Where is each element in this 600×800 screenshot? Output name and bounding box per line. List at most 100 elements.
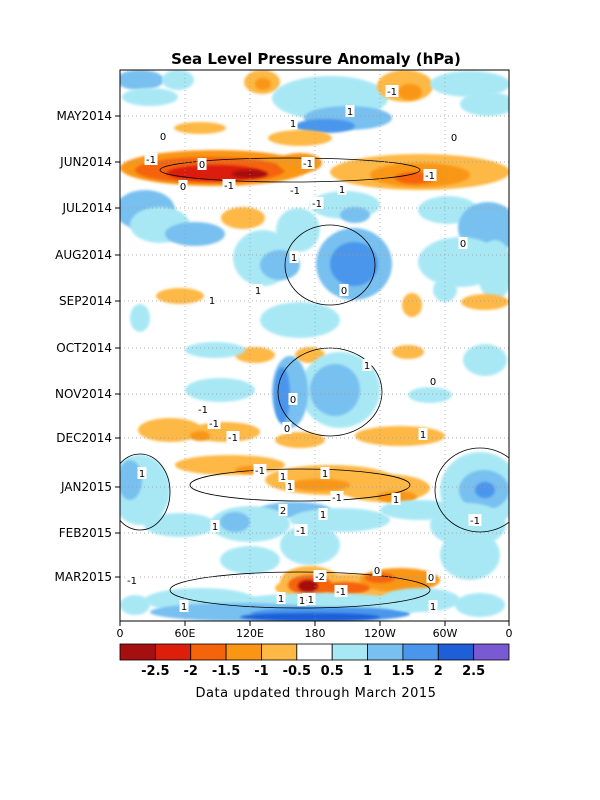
colorbar-label: -2 <box>184 664 198 679</box>
y-tick-label: MAR2015 <box>55 570 112 584</box>
contour-label: 1 <box>278 594 284 605</box>
contour-label-bg <box>320 467 330 479</box>
contour-label-bg <box>210 520 220 532</box>
y-tick-label: FEB2015 <box>59 526 112 540</box>
contour-label-bg <box>226 431 240 443</box>
anomaly-patch <box>408 387 452 403</box>
colorbar-swatch <box>437 643 475 661</box>
anomaly-patch <box>185 342 245 358</box>
contour-line <box>284 224 376 306</box>
contour-label-bg <box>294 524 308 536</box>
contour-label: 1 <box>212 522 218 533</box>
contour-label: 1 <box>420 430 426 441</box>
contour-label-bg <box>289 251 299 263</box>
data-update-note: Data updated through March 2015 <box>196 686 437 701</box>
contour-label: 1 <box>393 495 399 506</box>
anomaly-patch <box>355 426 445 446</box>
contour-label-bg <box>222 179 236 191</box>
anomaly-patch <box>340 207 370 223</box>
colorbar-labels: -2.5 -2 -1.5 -1 -0.5 0.5 1 1.5 2 2.5 <box>141 664 485 679</box>
contour-label: 1 <box>322 469 328 480</box>
contour-label-bg <box>297 594 307 606</box>
contour-label: 1 <box>280 472 286 483</box>
contour-label-bg <box>458 237 468 249</box>
contour-label: -1 <box>296 526 306 537</box>
contour-label: 0 <box>290 395 296 406</box>
contour-line <box>120 453 171 531</box>
x-tick-label: 0 <box>506 627 513 640</box>
contour-label: -1 <box>198 405 208 416</box>
contour-label: 1 <box>181 602 187 613</box>
anomaly-patch <box>330 242 378 286</box>
colorbar-label: 2.5 <box>462 664 485 679</box>
anomaly-patch <box>122 88 178 106</box>
contour-label-bg <box>278 470 288 482</box>
contour-label: 1 <box>255 286 261 297</box>
anomaly-patch <box>240 613 380 621</box>
grid-lines <box>120 70 509 621</box>
contour-label: -1 <box>470 516 480 527</box>
anomaly-patch <box>398 84 422 100</box>
anomaly-patch <box>460 92 509 116</box>
contour-label-bg <box>196 403 210 415</box>
contour-label: 0 <box>451 133 457 144</box>
y-tick-label: NOV2014 <box>55 387 112 401</box>
contour-label: 1 <box>347 107 353 118</box>
x-tick-label: 120E <box>236 627 264 640</box>
y-tick-label: MAY2014 <box>57 109 113 123</box>
colorbar-swatch <box>119 643 156 661</box>
x-axis-ticks: 0 60E 120E 180 120W 60W 0 <box>117 621 513 640</box>
anomaly-patch <box>144 513 216 537</box>
contour-label-bg <box>158 130 168 142</box>
anomaly-patch <box>162 70 194 90</box>
contour-label: 0 <box>374 566 380 577</box>
contour-label-bg <box>428 375 438 387</box>
anomaly-patch <box>120 460 142 500</box>
contour-label: 1 <box>287 482 293 493</box>
contour-label-bg <box>362 359 372 371</box>
contour-label-bg <box>345 105 355 117</box>
contour-label-bg <box>391 493 401 505</box>
anomaly-patch <box>185 378 255 402</box>
colorbar-swatch <box>402 643 439 661</box>
anomaly-patch <box>268 130 332 146</box>
anomaly-patch <box>310 364 360 416</box>
colorbar-label: -0.5 <box>283 664 311 679</box>
x-tick-label: 120W <box>364 627 396 640</box>
anomaly-patch <box>130 304 150 332</box>
contour-label-bg <box>282 422 292 434</box>
anomaly-patch <box>190 431 210 441</box>
contour-label-bg <box>179 600 189 612</box>
colorbar <box>119 643 510 661</box>
contour-label: 1 <box>320 510 326 521</box>
anomaly-patch <box>380 588 460 612</box>
anomaly-field <box>120 70 509 621</box>
contour-label-bg <box>449 131 459 143</box>
contour-label: 1 <box>139 469 145 480</box>
contour-line <box>277 347 383 437</box>
anomaly-patch <box>255 78 271 90</box>
contour-label-bg <box>178 180 188 192</box>
contour-label-bg <box>468 514 482 526</box>
contour-label-bg <box>310 197 324 209</box>
contour-label: -1 <box>336 587 346 598</box>
anomaly-patch <box>290 479 350 491</box>
anomaly-patch <box>174 122 226 134</box>
anomaly-patch <box>165 222 225 246</box>
contour-label-bg <box>288 117 298 129</box>
contour-label: -1 <box>312 199 322 210</box>
contour-label: 1 <box>290 119 296 130</box>
y-tick-label: DEC2014 <box>56 431 112 445</box>
colorbar-label: -1.5 <box>212 664 240 679</box>
contour-label-bg <box>288 393 298 405</box>
colorbar-label: 2 <box>434 664 443 679</box>
anomaly-patch <box>430 71 509 97</box>
contour-label-bg <box>339 284 349 296</box>
contour-label: 0 <box>460 239 466 250</box>
contour-line <box>159 157 421 183</box>
colorbar-swatch <box>331 643 368 661</box>
anomaly-patch <box>274 367 290 423</box>
contour-label: -1 <box>425 171 435 182</box>
y-tick-label: JUL2014 <box>61 201 112 215</box>
contour-label-bg <box>337 183 347 195</box>
